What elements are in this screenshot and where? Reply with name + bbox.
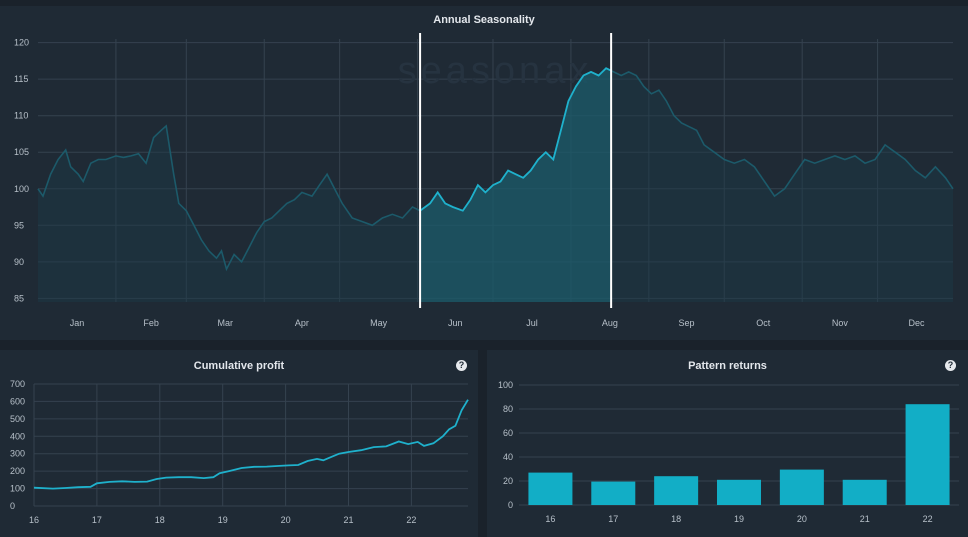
bar (905, 404, 950, 505)
x-tick-label: 20 (281, 515, 291, 525)
y-tick-label: 40 (503, 452, 513, 462)
x-tick-label: Dec (909, 318, 926, 328)
y-tick-label: 80 (503, 404, 513, 414)
cumulative-profit-panel: Cumulative profit ? 0 100 200 300 400 500 600 7… (0, 350, 478, 537)
y-tick-label: 500 (10, 414, 25, 424)
y-tick-label: 400 (10, 431, 25, 441)
bar (779, 469, 824, 505)
x-tick-label: Sep (679, 318, 695, 328)
cumulative-title: Cumulative profit (193, 360, 285, 372)
cumulative-line (33, 399, 469, 490)
help-icon[interactable]: ? (945, 360, 956, 371)
x-tick-label: 21 (343, 515, 353, 525)
x-tick-label: Jun (448, 318, 463, 328)
x-tick-label: Nov (832, 318, 849, 328)
seasonality-chart[interactable]: Jan Feb Mar Apr May Jun Jul Aug Sep Oct Nov Dec 85 90… (0, 6, 968, 340)
y-tick-label: 700 (10, 379, 25, 389)
x-tick-label: 22 (406, 515, 416, 525)
y-tick-label: 90 (14, 257, 24, 267)
y-tick-label: 600 (10, 396, 25, 406)
x-tick-label: 21 (860, 514, 870, 524)
bar (842, 479, 887, 505)
x-tick-label: Jul (526, 318, 538, 328)
y-tick-label: 110 (14, 111, 28, 121)
y-tick-label: 300 (10, 449, 25, 459)
x-tick-label: 16 (545, 514, 555, 524)
x-tick-label: Feb (143, 318, 159, 328)
bar (591, 481, 636, 505)
x-tick-label: Apr (295, 318, 309, 328)
x-tick-label: 19 (218, 515, 228, 525)
pattern-chart: 0 20 40 60 80 100 16 17 18 19 20 21 22 (498, 380, 959, 524)
y-tick-label: 20 (503, 476, 513, 486)
x-tick-label: 18 (155, 515, 165, 525)
y-tick-label: 200 (10, 466, 25, 476)
x-tick-label: 16 (29, 515, 39, 525)
y-tick-label: 120 (14, 38, 29, 48)
bar (654, 476, 699, 505)
x-tick-label: Mar (218, 318, 234, 328)
x-tick-label: Jan (70, 318, 85, 328)
y-tick-label: 100 (10, 484, 25, 494)
y-tick-label: 95 (14, 220, 24, 230)
annual-seasonality-panel: Annual Seasonality Jan Feb Mar Apr May Jun Jul… (0, 6, 968, 340)
pattern-title: Pattern returns (688, 360, 767, 372)
cumulative-chart: 0 100 200 300 400 500 600 700 16 17 18 19 20 21 22 (10, 379, 469, 525)
x-tick-label: 20 (797, 514, 807, 524)
pattern-returns-panel: Pattern returns ? 0 20 40 60 80 100 16 17 18 19 20… (487, 350, 968, 537)
highlight-area (420, 68, 612, 302)
x-tick-label: 19 (734, 514, 744, 524)
y-tick-label: 0 (508, 500, 513, 510)
y-tick-label: 105 (14, 147, 29, 157)
y-tick-label: 85 (14, 293, 24, 303)
x-tick-label: 17 (92, 515, 102, 525)
x-tick-label: May (370, 318, 388, 328)
x-tick-label: Aug (602, 318, 618, 328)
y-tick-label: 100 (498, 380, 513, 390)
y-tick-label: 115 (14, 74, 28, 84)
y-tick-label: 100 (14, 184, 29, 194)
x-tick-label: 22 (923, 514, 933, 524)
y-tick-label: 60 (503, 428, 513, 438)
x-tick-label: Oct (756, 318, 771, 328)
x-tick-label: 17 (608, 514, 618, 524)
watermark: seasonax (398, 50, 593, 92)
seasonality-title: Annual Seasonality (433, 14, 535, 26)
y-tick-label: 0 (10, 501, 15, 511)
x-tick-label: 18 (671, 514, 681, 524)
bar (717, 479, 761, 505)
help-icon[interactable]: ? (456, 360, 467, 371)
highlight-series-line (420, 67, 612, 212)
bar (528, 472, 573, 505)
